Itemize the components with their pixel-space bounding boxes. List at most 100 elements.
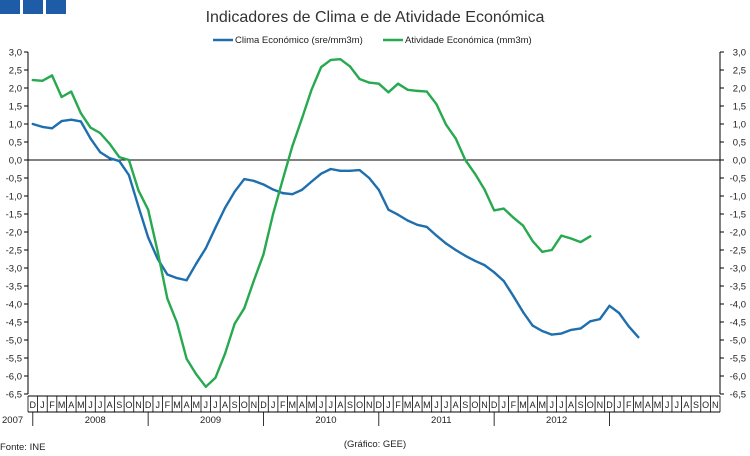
y-tick-label-right: -2,5 [730, 246, 746, 257]
data-point-clima [617, 311, 621, 315]
data-point-atividade [262, 253, 265, 256]
series-layer [31, 58, 640, 388]
x-month-label: S [116, 400, 122, 410]
x-month-label: M [173, 400, 181, 410]
y-tick-label-left: -6,5 [6, 390, 22, 401]
y-tick-label-left: -3,0 [6, 264, 22, 275]
y-tick-label-left: -5,5 [6, 354, 22, 365]
x-month-label: A [453, 400, 459, 410]
x-month-label: J [386, 400, 391, 410]
y-tick-label-left: -4,0 [6, 300, 22, 311]
y-tick-label-right: -2,0 [730, 228, 746, 239]
x-month-label: J [444, 400, 449, 410]
x-month-label: J [271, 400, 276, 410]
data-point-clima [569, 328, 573, 332]
data-point-clima [358, 168, 361, 172]
x-month-label: J [502, 400, 507, 410]
data-point-clima [425, 225, 428, 229]
data-point-atividade [368, 81, 371, 84]
x-month-label: M [423, 400, 431, 410]
data-point-clima [291, 193, 294, 196]
x-month-label: M [308, 400, 316, 410]
data-point-clima [252, 179, 255, 182]
y-tick-label-right: -4,5 [730, 318, 746, 329]
x-month-label: F [626, 400, 632, 410]
x-month-label: J [559, 400, 564, 410]
data-point-atividade [339, 58, 342, 61]
x-month-label: A [184, 400, 190, 410]
data-point-clima [560, 332, 563, 335]
header-logo-squares [0, 0, 66, 14]
data-point-clima [579, 327, 582, 330]
data-point-atividade [435, 103, 438, 106]
data-point-clima [454, 248, 457, 252]
data-point-clima [329, 167, 332, 171]
data-point-atividade [425, 90, 428, 93]
data-point-atividade [473, 172, 477, 175]
x-year-label: 2007 [2, 415, 23, 426]
x-month-label: M [289, 400, 297, 410]
data-point-atividade [223, 352, 227, 355]
data-point-clima [589, 320, 592, 323]
x-month-label: J [40, 400, 45, 410]
y-tick-label-right: -5,0 [730, 336, 746, 347]
data-point-atividade [60, 95, 63, 99]
y-tick-label-right: 0,0 [733, 156, 746, 167]
data-point-atividade [281, 178, 284, 181]
data-point-atividade [195, 373, 198, 376]
data-point-atividade [185, 357, 188, 360]
x-month-label: A [645, 400, 651, 410]
x-month-label: J [213, 400, 218, 410]
data-point-atividade [98, 131, 102, 135]
data-point-atividade [589, 235, 592, 238]
data-point-clima [416, 223, 419, 226]
data-point-clima [483, 264, 486, 267]
chart-title: Indicadores de Clima e de Atividade Econ… [206, 9, 545, 26]
x-month-label: A [222, 400, 228, 410]
data-point-clima [541, 329, 544, 333]
x-month-label: A [299, 400, 305, 410]
data-point-clima [185, 279, 188, 282]
data-point-clima [300, 188, 304, 191]
x-month-label: O [241, 400, 248, 410]
x-month-label: A [683, 400, 689, 410]
x-month-label: A [414, 400, 420, 410]
data-point-atividade [444, 123, 448, 126]
data-point-clima [598, 318, 601, 321]
data-point-clima [368, 176, 371, 180]
data-point-atividade [233, 322, 236, 325]
x-year-label: 2010 [315, 415, 336, 426]
y-tick-label-right: 2,0 [733, 84, 746, 95]
data-point-atividade [560, 234, 563, 237]
x-month-label: N [135, 400, 142, 410]
y-tick-label-left: 3,0 [9, 48, 22, 59]
data-point-clima [243, 177, 246, 181]
x-month-label: J [434, 400, 439, 410]
axes-layer [24, 51, 724, 426]
y-tick-label-left: 0,0 [9, 156, 22, 167]
x-month-label: F [49, 400, 55, 410]
data-point-atividade [108, 142, 111, 145]
x-month-label: N [712, 400, 719, 410]
data-point-atividade [464, 158, 467, 162]
data-point-clima [608, 304, 611, 307]
data-point-atividade [118, 156, 121, 159]
data-point-atividade [502, 207, 505, 210]
data-point-clima [473, 259, 477, 262]
data-point-clima [89, 137, 92, 140]
x-month-label: N [366, 400, 373, 410]
series-line-clima [31, 118, 640, 339]
data-point-clima [108, 157, 111, 160]
data-point-atividade [493, 209, 496, 212]
data-point-clima [175, 276, 179, 280]
x-month-label: J [550, 400, 555, 410]
data-point-clima [396, 213, 400, 216]
data-point-atividade [291, 145, 294, 148]
footer-credit: (Gráfico: GEE) [344, 439, 406, 450]
x-month-label: N [251, 400, 258, 410]
x-month-label: O [125, 400, 132, 410]
x-month-label: M [538, 400, 546, 410]
x-year-label: 2009 [200, 415, 221, 426]
x-year-label: 2011 [431, 415, 451, 426]
x-month-label: M [58, 400, 66, 410]
